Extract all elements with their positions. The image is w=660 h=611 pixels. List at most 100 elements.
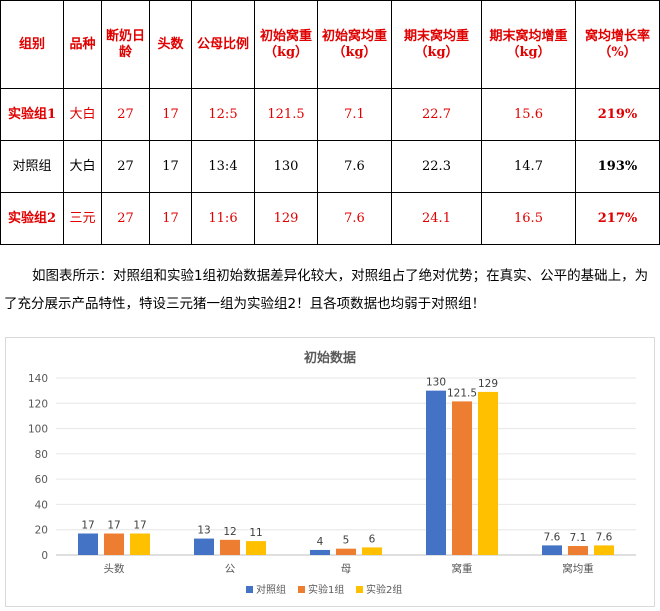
column-header: 断奶日龄 (101, 0, 150, 89)
y-tick-label: 0 (41, 550, 48, 562)
table-cell: 16.5 (481, 192, 576, 245)
table-cell: 27 (101, 140, 150, 193)
table-cell: 17 (149, 140, 192, 193)
table-cell: 130 (254, 140, 318, 193)
table-cell: 217% (575, 192, 660, 245)
legend-swatch (246, 586, 253, 593)
data-label: 6 (369, 533, 376, 545)
data-label: 7.6 (596, 531, 613, 543)
data-label: 4 (317, 536, 324, 548)
table-cell: 27 (101, 88, 150, 141)
data-table: 组别 品种 断奶日龄头数 公母比例 初始窝重 （kg） 初始窝均重 （kg） 期末窝均重 （kg）… (0, 0, 660, 245)
table-cell: 129 (254, 192, 318, 245)
data-label: 17 (81, 520, 94, 532)
table-cell: 13:4 (191, 140, 255, 193)
column-header-label: 期末窝均重 (403, 28, 469, 44)
table-cell: 24.1 (391, 192, 482, 245)
bar (310, 549, 330, 555)
table-cell: 14.7 (481, 140, 576, 193)
column-header-label: 窝均增长率 (584, 28, 650, 44)
table-cell: 11:6 (191, 192, 255, 245)
x-tick-label: 头数 (104, 562, 125, 575)
table-cell: 大白 (63, 140, 102, 193)
column-header-label: 头数 (157, 36, 184, 52)
column-header-label: （kg） (506, 44, 551, 60)
column-header-label: 公母比例 (196, 36, 249, 52)
description-paragraph: 如图表所示：对照组和实验1组初始数据差异化较大，对照组占了绝对优势；在真实、公平… (4, 268, 649, 312)
group-name-cell: 对照组 (0, 140, 64, 193)
group-name-cell: 实验组2 (0, 192, 64, 245)
column-header-label: （%） (598, 44, 637, 60)
legend-swatch (356, 586, 363, 593)
column-header: 公母比例 (191, 0, 255, 89)
group-name-cell: 实验组1 (0, 88, 64, 141)
bar (426, 390, 446, 555)
column-header: 窝均增长率 （%） (575, 0, 660, 89)
column-header-label: 龄 (118, 44, 132, 60)
table-cell: 7.6 (317, 192, 392, 245)
bar (104, 533, 124, 555)
column-header-label: 组别 (18, 36, 45, 52)
column-header-label: （kg） (263, 44, 309, 60)
table-cell: 7.6 (317, 140, 392, 193)
chart-title: 初始数据 (304, 350, 356, 366)
table-row: 实验组1 大白 27 17 12:5 121.5 7.1 22.7 15.6 219% (0, 88, 660, 141)
column-header-label: 期末窝均增重 (489, 28, 568, 44)
y-tick-label: 140 (28, 373, 48, 385)
table-cell: 193% (575, 140, 660, 193)
data-label: 13 (197, 525, 210, 537)
bar-chart: 初始数据 0 20 40 60 80 100 120 140 17 17 17 头数 13 12 11 公 4 5 6… (28, 350, 636, 596)
table-cell: 121.5 (254, 88, 318, 141)
bar (78, 533, 98, 555)
y-tick-label: 100 (28, 424, 48, 436)
table-cell: 27 (101, 192, 150, 245)
x-tick-label: 公 (225, 563, 236, 575)
y-tick-label: 120 (28, 398, 48, 410)
data-label: 5 (343, 535, 350, 547)
x-tick-label: 窝均重 (562, 562, 594, 575)
table-cell: 12:5 (191, 88, 255, 141)
bar (568, 546, 588, 555)
y-tick-label: 60 (35, 474, 48, 486)
column-header-label: 初始窝均重 (321, 28, 387, 44)
table-header-row: 组别 品种 断奶日龄头数 公母比例 初始窝重 （kg） 初始窝均重 （kg） 期末窝均重 （kg）… (0, 0, 660, 89)
column-header: 品种 (63, 0, 102, 89)
data-label: 130 (426, 377, 446, 389)
y-tick-label: 20 (35, 525, 48, 537)
table-row: 对照组 大白 27 17 13:4 130 7.6 22.3 14.7 193% (0, 140, 660, 193)
table-cell: 7.1 (317, 88, 392, 141)
bar (452, 401, 472, 555)
legend-label: 实验2组 (366, 583, 402, 596)
table-cell: 三元 (63, 192, 102, 245)
table-cell: 大白 (63, 88, 102, 141)
column-header: 组别 (0, 0, 64, 89)
y-tick-label: 40 (35, 499, 48, 511)
data-label: 121.5 (447, 387, 477, 399)
y-tick-label: 80 (35, 449, 48, 461)
data-label: 17 (107, 520, 120, 532)
column-header: 初始窝重 （kg） (254, 0, 318, 89)
column-header-label: 断奶日 (105, 28, 145, 44)
table-cell: 22.7 (391, 88, 482, 141)
legend-label: 对照组 (256, 583, 286, 596)
data-label: 12 (223, 526, 236, 538)
x-tick-label: 窝重 (452, 562, 473, 575)
legend-swatch (298, 586, 305, 593)
table-row: 实验组2 三元 27 17 11:6 129 7.6 24.1 16.5 217% (0, 192, 660, 245)
x-tick-label: 母 (341, 563, 352, 575)
legend-label: 实验1组 (308, 583, 344, 596)
column-header-label: （kg） (414, 44, 459, 60)
table-cell: 22.3 (391, 140, 482, 193)
bar (220, 539, 240, 555)
data-label: 11 (249, 527, 262, 539)
data-label: 129 (478, 378, 498, 390)
data-label: 7.6 (544, 531, 561, 543)
bar (362, 547, 382, 555)
table-cell: 17 (149, 192, 192, 245)
data-label: 7.1 (570, 532, 587, 544)
bar (594, 545, 614, 555)
bar (130, 533, 150, 555)
table-cell: 17 (149, 88, 192, 141)
column-header: 期末窝均增重 （kg） (481, 0, 576, 89)
chart-frame: 初始数据 0 20 40 60 80 100 120 140 17 17 17 头数 13 12 11 公 4 5 6… (5, 337, 655, 607)
